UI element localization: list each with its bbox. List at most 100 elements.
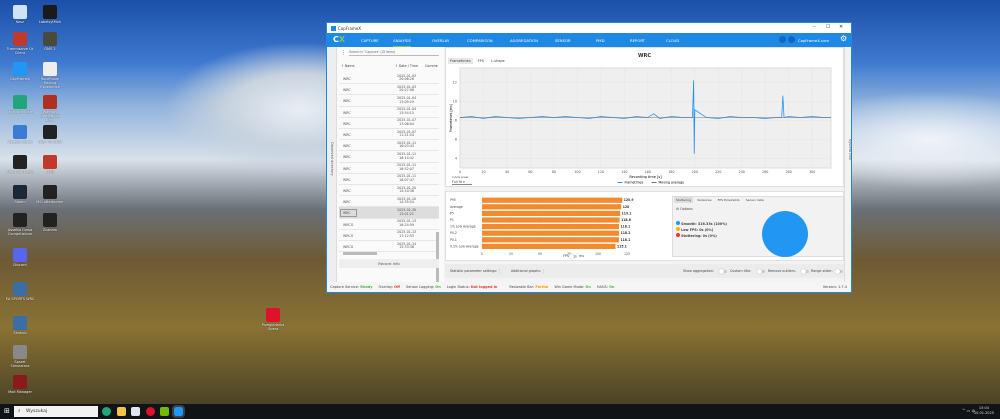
app-icon xyxy=(13,95,27,109)
chart-tab[interactable]: Frametimes xyxy=(448,58,473,64)
record-row[interactable]: WRC 2025-01-11 16:52:07 xyxy=(339,163,439,174)
desktop-icon[interactable]: Discord xyxy=(5,248,35,268)
legend-dot xyxy=(676,233,680,237)
record-row[interactable]: WRCG 2025-01-13 17:12:53 xyxy=(339,230,439,241)
desktop-icon[interactable]: Assetto Corsa xyxy=(5,125,35,145)
desktop-icon[interactable]: Moza Pit House xyxy=(5,155,35,175)
fps-ms-toggle[interactable] xyxy=(569,254,577,259)
record-row[interactable]: WRCG 2025-01-14 15:33:36 xyxy=(339,241,439,253)
nav-tab-capture[interactable]: CAPTURE xyxy=(361,37,379,43)
observed-directory-strip[interactable]: Observed directory xyxy=(327,47,337,283)
chart-tab[interactable]: FPS xyxy=(477,59,484,63)
stats-tab[interactable]: Variances xyxy=(697,198,712,202)
left-panel: Observed directory ⋮ ↑ Name ↑ Date / Tim… xyxy=(327,47,444,286)
record-row[interactable]: WRC 2025-01-07 11:21:54 xyxy=(339,129,439,141)
stats-tab[interactable]: Stuttering xyxy=(674,197,694,203)
desktop-icon[interactable]: EA SPORTS WRC xyxy=(5,282,35,302)
nvidia-icon[interactable] xyxy=(160,407,169,416)
record-name: WRC xyxy=(343,166,351,171)
record-row[interactable]: WRC 2025-01-20 14:10:36 xyxy=(339,185,439,197)
app-icon xyxy=(266,308,280,322)
desktop-icon[interactable]: CapFrameX xyxy=(5,62,35,82)
desktop-icon[interactable]: Microsoft Edge xyxy=(5,95,35,115)
desktop-icon[interactable]: Tranmisarze Qt Client xyxy=(5,32,35,56)
desktop-icon[interactable]: Simhub xyxy=(5,316,35,336)
statistic-parameter-settings[interactable]: Statistic parameter settings: ⋮ xyxy=(450,269,502,273)
store-icon[interactable] xyxy=(131,407,140,416)
sort-date-header[interactable]: ↑ Date / Time xyxy=(395,64,418,68)
sort-name-header[interactable]: ↑ Name xyxy=(341,64,355,68)
record-row[interactable]: WRC 2025-01-11 16:03:43 xyxy=(339,140,439,152)
desktop-icon[interactable]: MSI Afterburner xyxy=(35,185,65,205)
maximize-button[interactable]: ☐ xyxy=(826,24,831,30)
tray-icons[interactable]: ^ ▭ ◍ xyxy=(962,408,976,413)
status-label: Overlay: xyxy=(378,285,394,289)
y-axis-scale-label: Y-Axis scale xyxy=(452,175,469,179)
gear-icon[interactable]: ⚙ xyxy=(840,34,848,43)
desktop-icon[interactable]: Steam xyxy=(5,185,35,205)
desktop-icon[interactable]: Kosz xyxy=(5,5,35,25)
website-link[interactable]: CapFrameX.com xyxy=(798,37,830,43)
login-icon[interactable] xyxy=(788,36,795,43)
remove-outliers-toggle[interactable] xyxy=(801,269,809,274)
nav-tab-cloud[interactable]: CLOUD xyxy=(666,37,680,43)
desktop-icon[interactable]: Gran Turismo xyxy=(35,125,65,145)
desktop-icon[interactable]: Przegladarka Opera xyxy=(258,308,288,332)
clock[interactable]: 15:04 20.01.2025 xyxy=(974,406,994,416)
desktop-icon[interactable]: Zoznam xyxy=(35,213,65,233)
app-icon xyxy=(43,32,57,46)
nav-tab-sensor[interactable]: SENSOR xyxy=(555,37,571,43)
edge-icon[interactable] xyxy=(102,407,111,416)
close-button[interactable]: ✕ xyxy=(839,24,844,30)
custom-title-toggle[interactable] xyxy=(757,269,765,274)
desktop-icon-label: EA SPORTS WRC xyxy=(5,297,35,301)
desktop-icon[interactable]: Sprzet Simulatora xyxy=(5,345,35,369)
record-row[interactable]: WRC 2025-01-11 16:14:42 xyxy=(339,151,439,163)
desktop-icon[interactable]: Mod Manager xyxy=(5,375,35,395)
desktop-icon[interactable]: LabelsytMoh xyxy=(35,5,65,25)
desktop-icon[interactable]: Assetto Corsa Competizione xyxy=(5,213,35,237)
record-row[interactable]: WRCG 2025-01-13 16:24:59 xyxy=(339,219,439,230)
taskbar-search[interactable]: ⌕ Wyszukaj xyxy=(14,406,98,417)
desktop-icon-label: Mod Manager xyxy=(8,390,32,394)
record-row[interactable]: WRC 2025-01-03 20:27:08 xyxy=(339,84,439,96)
nav-tab-overlay[interactable]: OVERLAY xyxy=(432,37,450,43)
record-row[interactable]: WRC 2025-01-30 13:01:21 xyxy=(339,207,439,219)
record-info-expander[interactable]: Record info xyxy=(339,259,439,268)
additional-graphs[interactable]: Additional graphs: ⋮ xyxy=(511,269,546,273)
record-row[interactable]: WRC 2025-01-07 13:06:04 xyxy=(339,118,439,129)
horizontal-scrollbar[interactable] xyxy=(343,252,377,255)
search-input[interactable] xyxy=(349,49,439,56)
file-explorer-icon[interactable] xyxy=(117,407,126,416)
record-row[interactable]: WRC 2025-01-11 16:07:47 xyxy=(339,174,439,185)
screenshot-icon[interactable] xyxy=(779,36,786,43)
opera-icon[interactable] xyxy=(146,407,155,416)
nav-tab-report[interactable]: REPORT xyxy=(630,37,645,43)
record-date: 2025-01-11 xyxy=(397,140,417,145)
minimize-button[interactable]: – xyxy=(813,24,816,30)
capframex-taskbar-icon[interactable] xyxy=(172,405,185,418)
record-row[interactable]: WRC 2025-01-04 13:54:15 xyxy=(339,107,439,118)
nav-tab-aggregation[interactable]: AGGREGATION xyxy=(510,37,538,43)
range-slider-toggle[interactable] xyxy=(835,269,843,274)
more-options-icon[interactable]: ⋮ xyxy=(341,50,346,56)
desktop-icon[interactable]: GMS 2 xyxy=(35,32,65,52)
options-button[interactable]: ⚙ Options xyxy=(676,207,693,211)
stats-tab[interactable]: Sensor data xyxy=(745,198,764,202)
nav-tab-comparison[interactable]: COMPARISON xyxy=(467,37,493,43)
record-row[interactable]: WRC 2025-01-03 20:06:26 xyxy=(339,73,439,85)
desktop-icon[interactable]: LMU xyxy=(35,155,65,175)
col-comment[interactable]: Comme xyxy=(425,64,438,68)
stats-tab[interactable]: FPS thresholds xyxy=(717,198,740,202)
nav-tab-analysis[interactable]: ANALYSIS xyxy=(393,38,411,47)
y-axis-scale-select[interactable]: Full fit ▾ xyxy=(452,180,472,185)
chart-tab[interactable]: L-shape xyxy=(491,59,505,63)
record-row[interactable]: WRC 2025-01-20 14:35:54 xyxy=(339,196,439,208)
start-button[interactable]: ⊞ xyxy=(4,407,10,415)
show-aggregation-toggle[interactable] xyxy=(719,269,727,274)
desktop-icon[interactable]: Warriors Brotherhood Beta xyxy=(35,95,65,122)
system-info-strip[interactable]: System Info xyxy=(844,47,853,283)
record-row[interactable]: WRC 2025-01-04 13:09:29 xyxy=(339,95,439,107)
nav-tab-pmd[interactable]: PMD xyxy=(596,37,605,43)
desktop-icon[interactable]: RaceRoom Racing Experience xyxy=(35,62,65,89)
